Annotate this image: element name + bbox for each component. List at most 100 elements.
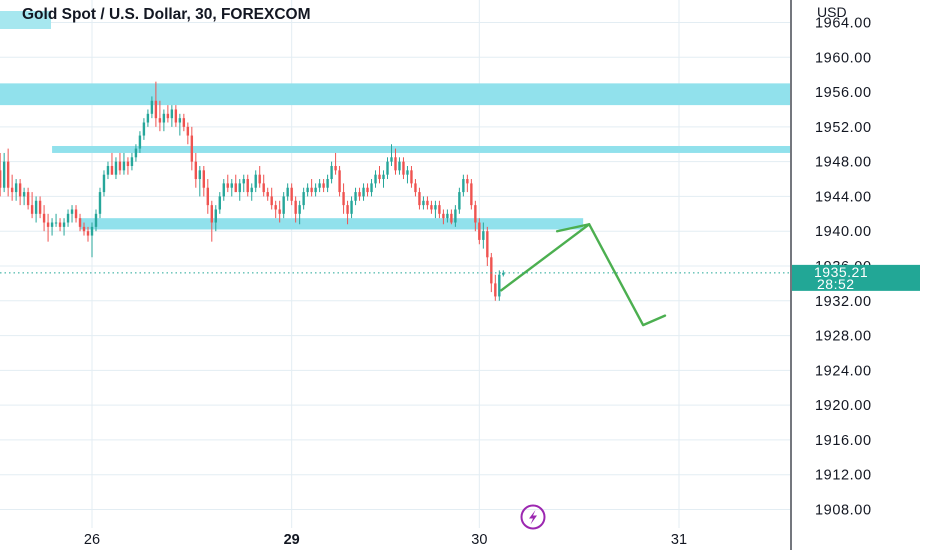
candle-body (322, 183, 325, 188)
candle-body (358, 192, 361, 197)
candle (382, 170, 385, 188)
candlestick-series (0, 81, 505, 301)
candle-body (454, 209, 457, 223)
candle-body (386, 161, 389, 175)
price-zones[interactable] (0, 83, 790, 230)
candle (134, 144, 138, 162)
price-axis-ticks: 1964.00 1960.00 1956.00 1952.00 1948.00 1944.… (815, 16, 872, 519)
candle-body (26, 192, 30, 206)
candle-body (206, 187, 210, 206)
candle-body (118, 161, 122, 171)
candle (438, 200, 441, 219)
candle-body (90, 226, 94, 236)
candle-body (294, 200, 297, 214)
candle (418, 187, 421, 210)
candle (338, 165, 341, 197)
candle (474, 200, 477, 232)
candle (242, 174, 245, 193)
candle (298, 200, 301, 225)
candle-body (450, 213, 453, 223)
price-tick-label: 1956.00 (815, 85, 872, 101)
candle-body (10, 187, 14, 193)
candle (270, 187, 273, 210)
price-tick-label: 1920.00 (815, 398, 872, 414)
candle (74, 205, 78, 223)
candle-body (390, 157, 393, 162)
candle-body (278, 209, 281, 214)
candle (430, 200, 433, 214)
price-tick-label: 1928.00 (815, 329, 872, 345)
candle-body (382, 174, 385, 180)
candle (322, 179, 325, 193)
candle (286, 183, 289, 201)
candle-body (466, 179, 469, 184)
time-tick-label: 29 (284, 532, 300, 548)
price-zone-rect[interactable] (52, 145, 790, 153)
candle (2, 152, 6, 193)
price-zone-rect[interactable] (80, 218, 584, 230)
candle (178, 113, 182, 136)
candle (262, 174, 265, 197)
price-tick-label: 1944.00 (815, 189, 872, 205)
candle-body (250, 187, 253, 193)
candle-body (338, 170, 341, 193)
chart-grid (0, 0, 790, 528)
candle (94, 209, 98, 232)
candle-body (342, 192, 345, 206)
candle (198, 165, 202, 197)
candle (138, 131, 142, 153)
candle-body (458, 192, 461, 210)
time-tick-label: 26 (84, 532, 100, 548)
candle (402, 157, 405, 180)
projection-path[interactable] (500, 223, 667, 327)
candle (0, 152, 2, 197)
candle (150, 96, 154, 119)
candle-body (210, 205, 213, 223)
candle-body (326, 179, 329, 188)
candle (446, 209, 449, 223)
candle-body (482, 231, 485, 240)
candle (42, 205, 46, 232)
candle-body (170, 109, 174, 119)
candle-body (110, 165, 114, 175)
candle-body (254, 174, 257, 188)
candle (190, 126, 194, 171)
candle (214, 205, 217, 232)
candle-body (370, 183, 373, 193)
candle-body (494, 283, 497, 297)
candle (434, 200, 437, 219)
lightning-icon[interactable] (520, 504, 546, 530)
candle (422, 196, 425, 210)
candle-body (306, 187, 309, 193)
candle (426, 196, 429, 210)
candle (342, 183, 345, 214)
candle (466, 174, 469, 193)
candle (314, 183, 317, 197)
price-zone-rect[interactable] (0, 83, 790, 106)
candle (450, 209, 453, 225)
candle (118, 152, 122, 175)
candle-body (82, 226, 86, 232)
candle-body (0, 170, 2, 188)
candle (222, 179, 225, 201)
candle (310, 179, 313, 197)
candle (162, 109, 166, 132)
candle (218, 192, 221, 214)
candle (54, 213, 58, 227)
projection-arrow[interactable] (500, 223, 667, 327)
candle-body (310, 187, 313, 193)
candle-body (202, 170, 206, 188)
candle-body (126, 161, 130, 166)
candle (386, 157, 389, 180)
candle-body (282, 196, 285, 214)
candle-body (14, 183, 18, 193)
candle-body (334, 165, 337, 171)
candle-body (498, 274, 501, 297)
time-axis-ticks: 26 29 30 31 (84, 532, 687, 548)
candle (274, 200, 277, 219)
candle-body (442, 213, 445, 219)
candle-body (42, 213, 46, 223)
candle (234, 174, 237, 193)
candle-body (18, 183, 22, 197)
